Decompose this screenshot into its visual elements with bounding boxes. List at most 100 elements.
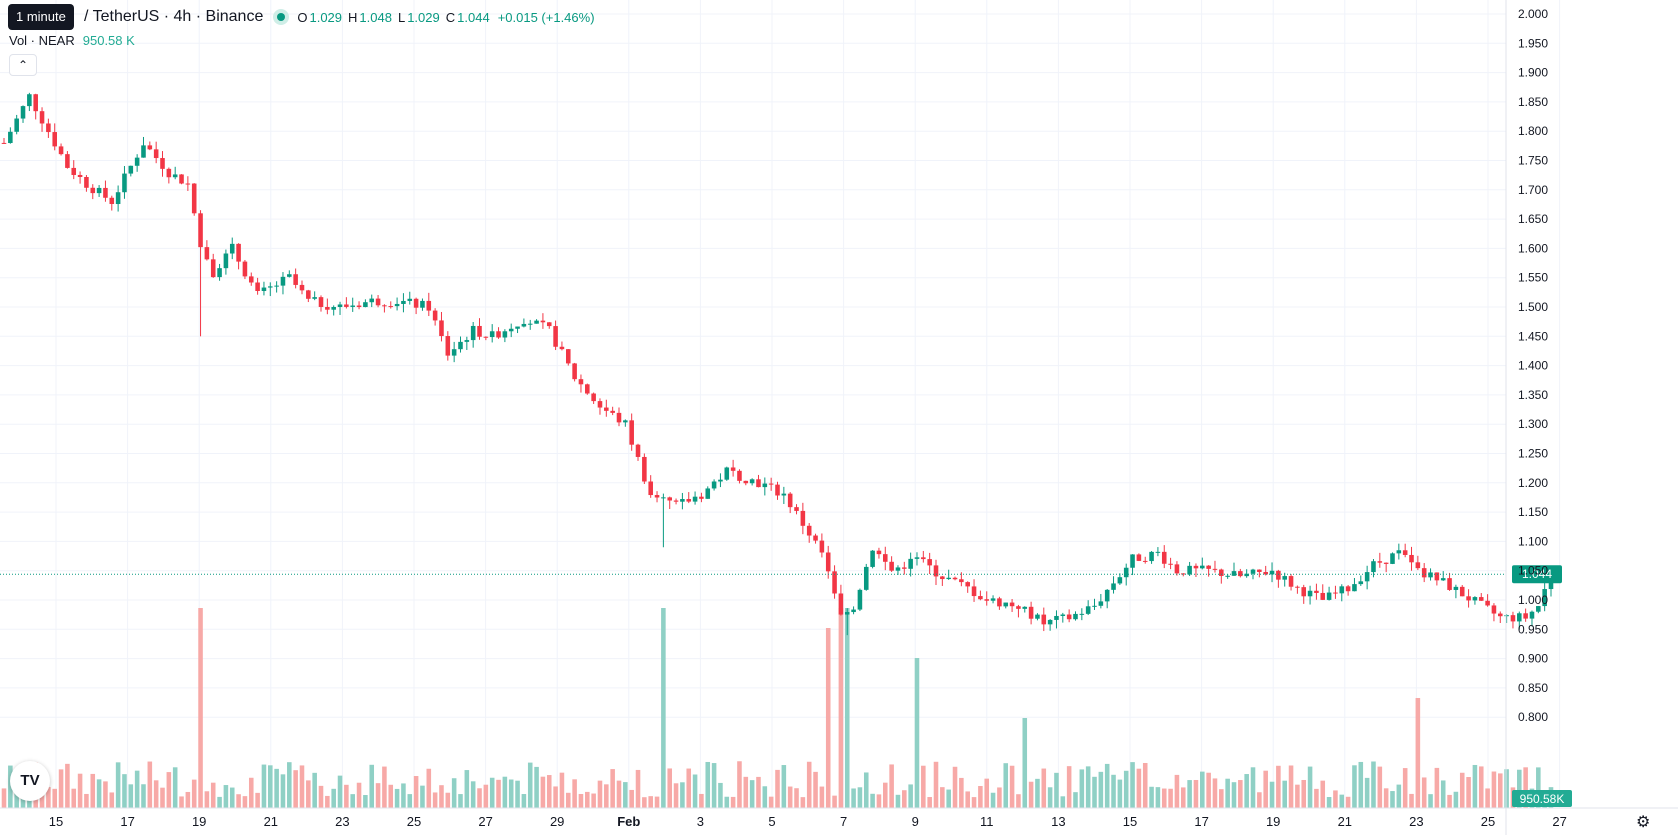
candle-body (1383, 562, 1389, 564)
candle-body (103, 187, 108, 198)
candle-body (1073, 613, 1078, 620)
volume-bar (1161, 788, 1167, 808)
time-tick-label: 11 (980, 814, 994, 829)
candle-body (1035, 614, 1040, 619)
candle-body (1485, 600, 1490, 606)
volume-bar (445, 792, 451, 808)
candle-body (1212, 568, 1218, 570)
volume-bar (686, 768, 692, 808)
last-volume-label: 950.58K (1520, 792, 1565, 806)
time-axis[interactable]: 15 17 19 21 23 25 27 29 Feb 3 5 7 9 11 13 15 17 19 21 23 25 2… (0, 807, 1678, 829)
candle-body (407, 298, 413, 301)
candle-body (1314, 590, 1319, 593)
chevron-up-icon: ⌃ (17, 58, 29, 72)
candle-body (959, 579, 964, 583)
volume-bar (255, 792, 260, 808)
price-axis[interactable]: 2.000 1.950 1.900 1.850 1.800 1.750 1.700 1.650… (1505, 0, 1548, 835)
volume-bar (1257, 792, 1262, 808)
candle-body (248, 276, 254, 283)
volume-bar (312, 772, 317, 808)
volume-label[interactable]: Vol · NEAR (9, 33, 75, 48)
volume-bar (1168, 788, 1173, 808)
candle-body (781, 493, 787, 496)
candle-body (1269, 570, 1275, 575)
candle-body (496, 331, 501, 338)
volume-bar (1282, 780, 1287, 808)
volume-bar (464, 770, 470, 808)
candle-body (534, 320, 539, 324)
volume-bar (902, 790, 907, 808)
candle-body (268, 286, 273, 288)
volume-bar (382, 766, 387, 808)
volume-bar (1047, 787, 1053, 808)
tradingview-logo-icon[interactable]: TV (10, 761, 50, 801)
volume-bar (1440, 780, 1446, 808)
candle-body (971, 586, 977, 597)
volume-bar (1238, 780, 1243, 808)
candle-body (1180, 573, 1186, 575)
candle-body (191, 183, 197, 214)
collapse-legend-button[interactable]: ⌃ (9, 54, 37, 76)
candle-body (1415, 562, 1421, 569)
candle-body (356, 305, 362, 308)
volume-bar (610, 769, 615, 808)
candle-body (921, 557, 926, 560)
volume-bar (426, 768, 432, 808)
candle-body (1320, 592, 1326, 600)
volume-bar (1225, 778, 1230, 808)
candle-body (876, 550, 882, 555)
volume-bar (1390, 791, 1395, 808)
volume-bar (965, 791, 970, 808)
volume-bar (908, 784, 913, 808)
candle-body (857, 589, 863, 610)
symbol-title[interactable]: / TetherUS · 4h · Binance (84, 8, 264, 25)
candle-body (458, 341, 463, 350)
volume-bar (743, 776, 749, 808)
volume-bar (534, 766, 539, 808)
volume-bar (84, 793, 89, 808)
candle-body (432, 310, 438, 321)
candle-body (1276, 570, 1281, 580)
price-tick-label: 1.400 (1518, 359, 1548, 373)
candle-body (648, 481, 653, 496)
price-tick-label: 1.450 (1518, 329, 1548, 343)
candle-body (344, 304, 349, 307)
time-tick-label: 19 (1266, 814, 1280, 829)
chart-grid (0, 0, 1561, 808)
candle-body (889, 561, 894, 571)
candle-body (1396, 550, 1402, 554)
candle-body (280, 276, 286, 286)
volume-bars (1, 608, 1554, 808)
time-tick-label: 21 (264, 814, 278, 829)
gear-icon[interactable]: ⚙ (1636, 814, 1651, 831)
volume-bar (1155, 787, 1161, 808)
volume-bar (103, 781, 108, 808)
volume-bar (39, 790, 45, 808)
candle-body (489, 331, 495, 338)
volume-bar (883, 782, 888, 808)
volume-bar (1079, 769, 1085, 808)
candle-body (33, 94, 38, 112)
market-status-icon[interactable] (273, 9, 290, 25)
time-tick-label: 13 (1051, 814, 1065, 829)
volume-bar (293, 770, 298, 808)
volume-bar (1041, 768, 1047, 808)
candle-body (312, 297, 317, 299)
candle-body (1130, 554, 1135, 568)
last-price-badge (1512, 565, 1562, 584)
candle-body (255, 282, 260, 291)
volume-bar (724, 796, 730, 808)
volume-bar (420, 785, 425, 808)
time-tick-label: 25 (1481, 814, 1495, 829)
candle-body (71, 167, 77, 175)
volume-bar (160, 787, 165, 808)
volume-bar (90, 773, 96, 808)
candle-body (1428, 572, 1433, 578)
candle-body (902, 567, 907, 569)
candle-body (508, 328, 514, 332)
volume-bar (1200, 771, 1205, 808)
candle-body (1003, 602, 1009, 607)
volume-bar (1231, 782, 1237, 808)
candle-body (1085, 606, 1091, 614)
